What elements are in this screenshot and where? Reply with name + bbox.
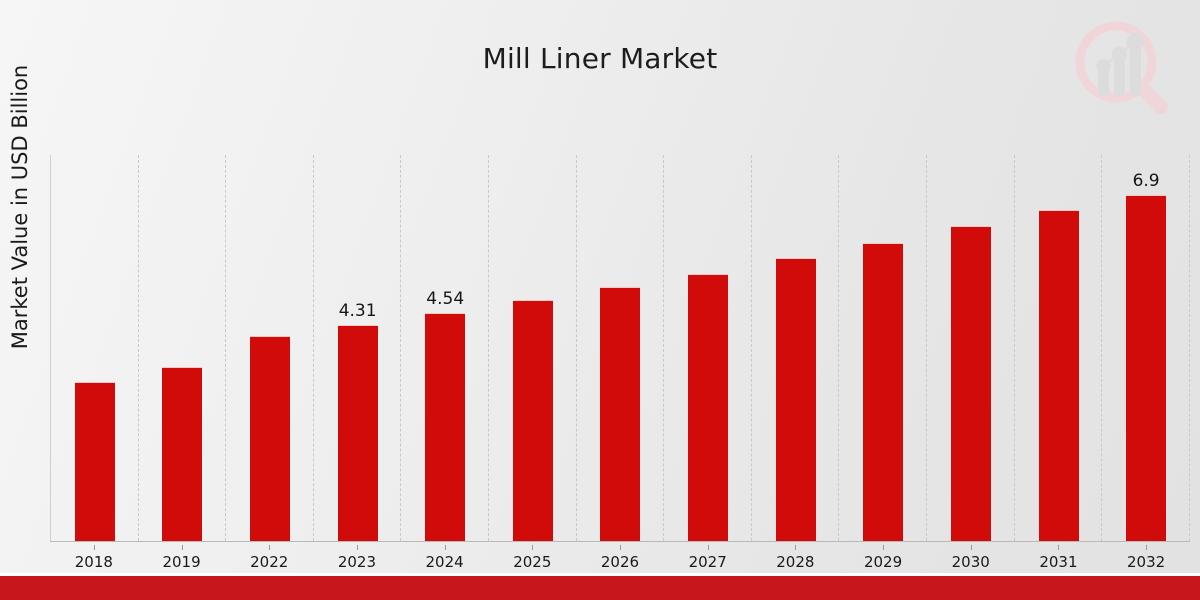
bar-slot — [226, 155, 314, 541]
bar-2027[interactable] — [688, 274, 729, 541]
bar-series: 4.31 4.54 6.9 — [51, 155, 1190, 541]
gridlines — [51, 155, 1190, 541]
bar-slot — [577, 155, 665, 541]
x-axis-tick-labels: 2018 2019 2022 2023 2024 2025 2026 2027 2028 2029… — [50, 545, 1190, 571]
bar-slot: 4.31 — [314, 155, 402, 541]
bar-2026[interactable] — [600, 287, 641, 541]
bar-slot: 6.9 — [1102, 155, 1190, 541]
x-tick-2019: 2019 — [138, 545, 226, 571]
gridline — [401, 155, 490, 541]
gridline — [226, 155, 314, 541]
x-tick-2027: 2027 — [664, 545, 752, 571]
bar-2028[interactable] — [775, 258, 816, 541]
gridline — [752, 155, 840, 541]
gridline — [314, 155, 402, 541]
x-tick-2023: 2023 — [313, 545, 401, 571]
x-tick-2030: 2030 — [927, 545, 1015, 571]
gridline — [1102, 155, 1190, 541]
gridline — [139, 155, 227, 541]
bar-2029[interactable] — [863, 243, 904, 541]
x-tick-2029: 2029 — [839, 545, 927, 571]
footer-bar — [0, 576, 1200, 600]
bar-2025[interactable] — [512, 300, 553, 541]
gridline — [51, 155, 139, 541]
y-axis-label: Market Value in USD Billion — [8, 64, 32, 350]
bar-2023[interactable] — [337, 325, 378, 541]
gridline — [839, 155, 928, 541]
bar-2018[interactable] — [74, 382, 115, 541]
bar-slot — [664, 155, 752, 541]
x-tick-2026: 2026 — [576, 545, 664, 571]
bar-slot: 4.54 — [401, 155, 489, 541]
bar-slot — [139, 155, 227, 541]
gridline — [577, 155, 665, 541]
bar-slot — [839, 155, 927, 541]
bar-value-label: 4.54 — [426, 289, 465, 309]
footer-divider — [0, 573, 1200, 576]
x-tick-2028: 2028 — [752, 545, 840, 571]
x-tick-2032: 2032 — [1102, 545, 1190, 571]
bar-2032[interactable] — [1126, 195, 1167, 541]
x-tick-2025: 2025 — [488, 545, 576, 571]
x-tick-2018: 2018 — [50, 545, 138, 571]
gridline — [489, 155, 577, 541]
bar-2030[interactable] — [950, 226, 991, 541]
x-tick-2022: 2022 — [225, 545, 313, 571]
bar-slot — [752, 155, 840, 541]
x-axis-line — [50, 541, 1190, 542]
bar-slot — [489, 155, 577, 541]
page-title: Mill Liner Market — [482, 42, 718, 75]
bar-2019[interactable] — [162, 367, 203, 541]
gridline — [664, 155, 752, 541]
gridline — [1015, 155, 1103, 541]
bar-2024[interactable] — [425, 313, 466, 541]
bar-value-label: 6.9 — [1132, 171, 1160, 191]
bar-slot — [927, 155, 1015, 541]
plot-area: 4.31 4.54 6.9 — [50, 155, 1190, 541]
x-tick-2031: 2031 — [1015, 545, 1103, 571]
gridline — [927, 155, 1015, 541]
bar-slot — [51, 155, 139, 541]
bar-slot — [1015, 155, 1103, 541]
bar-value-label: 4.31 — [338, 301, 377, 321]
x-tick-2024: 2024 — [401, 545, 489, 571]
bar-2022[interactable] — [250, 336, 291, 541]
bar-2031[interactable] — [1038, 210, 1079, 541]
